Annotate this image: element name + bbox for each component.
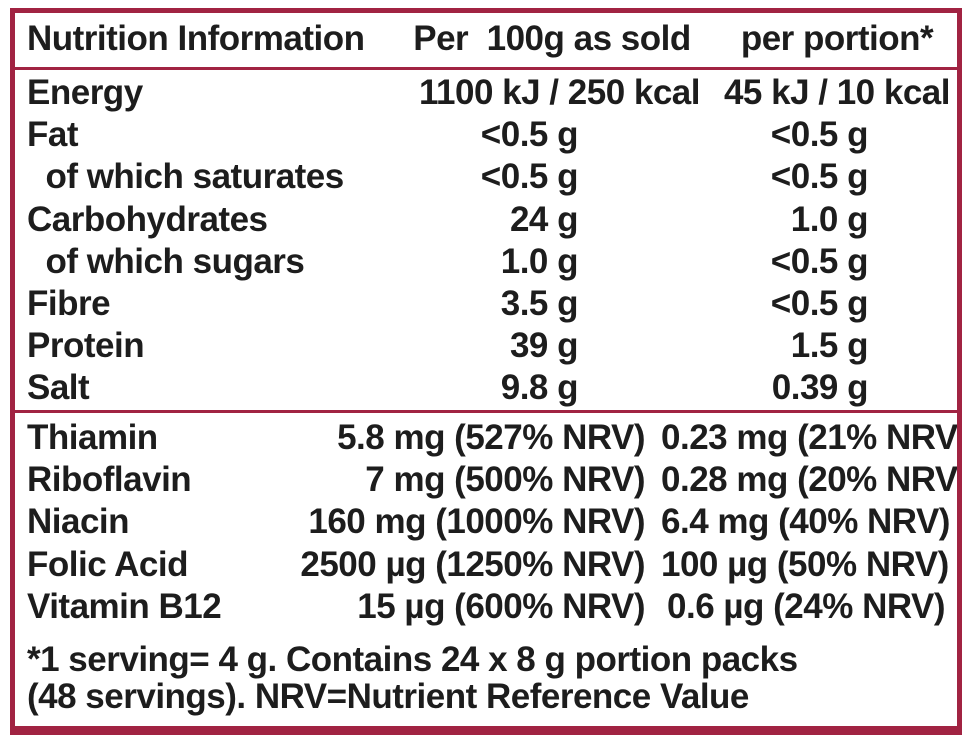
header-per-portion: per portion*	[740, 19, 934, 58]
row-label: Riboflavin	[27, 460, 192, 500]
table-row: Fat <0.5 g <0.5 g	[15, 114, 957, 156]
row-label: Protein	[27, 326, 145, 366]
table-row: Energy 1100 kJ / 250 kcal 45 kJ / 10 kcal	[15, 72, 957, 114]
table-row: Folic Acid 2500 µg (1250% NRV) 100 µg (50%…	[15, 544, 957, 586]
per-portion-value: 6.4 mg (40% NRV)	[661, 502, 950, 542]
row-label: Thiamin	[27, 418, 158, 457]
header-nutrition-information: Nutrition Information	[27, 19, 365, 58]
per-portion-value: 0.23 mg (21% NRV)	[661, 418, 962, 457]
per-portion-value: <0.5 g	[770, 115, 869, 155]
per-100g-value: 15 µg (600% NRV)	[357, 586, 645, 626]
per-100g-value: 3.5 g	[500, 283, 579, 323]
per-portion-value: <0.5 g	[770, 241, 869, 281]
per-100g-value: 9.8 g	[500, 368, 579, 408]
table-row: Carbohydrates 24 g 1.0 g	[15, 199, 957, 241]
per-portion-value: 1.0 g	[790, 199, 869, 239]
per-portion-value: <0.5 g	[770, 157, 869, 197]
footnote-line-1: *1 serving= 4 g. Contains 24 x 8 g porti…	[27, 640, 798, 679]
per-portion-value: 45 kJ / 10 kcal	[723, 73, 951, 112]
row-label: Fibre	[27, 283, 111, 323]
per-100g-value: 160 mg (1000% NRV)	[308, 502, 645, 542]
table-row: Fibre 3.5 g <0.5 g	[15, 283, 957, 325]
per-100g-value: <0.5 g	[480, 157, 579, 197]
row-label: Niacin	[27, 502, 130, 542]
row-label: Vitamin B12	[27, 586, 222, 626]
per-100g-value: 5.8 mg (527% NRV)	[337, 418, 645, 457]
table-row: Salt 9.8 g 0.39 g	[15, 367, 957, 409]
table-header-row: Nutrition Information Per 100g as sold p…	[15, 13, 957, 70]
row-label: Folic Acid	[27, 544, 188, 584]
per-portion-value: 0.6 µg (24% NRV)	[667, 586, 946, 626]
row-label: Energy	[27, 73, 143, 112]
per-portion-value: 100 µg (50% NRV)	[661, 544, 949, 584]
row-label: Salt	[27, 368, 90, 408]
row-label: Fat	[27, 115, 79, 155]
section-divider	[15, 410, 957, 413]
footnote-line-2: (48 servings). NRV=Nutrient Reference Va…	[27, 676, 749, 716]
main-nutrients-section: Energy 1100 kJ / 250 kcal 45 kJ / 10 kcal F…	[15, 70, 957, 410]
header-per-100g: Per 100g as sold	[413, 19, 691, 58]
table-row: Thiamin 5.8 mg (527% NRV) 0.23 mg (21% NRV…	[15, 417, 957, 459]
table-row: of which saturates <0.5 g <0.5 g	[15, 156, 957, 198]
per-portion-value: 0.39 g	[771, 368, 869, 408]
table-row: Niacin 160 mg (1000% NRV) 6.4 mg (40% NRV)	[15, 501, 957, 543]
table-row: of which sugars 1.0 g <0.5 g	[15, 241, 957, 283]
table-row: Riboflavin 7 mg (500% NRV) 0.28 mg (20% NR…	[15, 459, 957, 501]
footnote: *1 serving= 4 g. Contains 24 x 8 g porti…	[15, 630, 957, 726]
row-label: Carbohydrates	[27, 199, 268, 239]
per-portion-value: 1.5 g	[790, 326, 869, 366]
per-100g-value: 2500 µg (1250% NRV)	[300, 544, 645, 584]
per-100g-value: 7 mg (500% NRV)	[365, 460, 645, 500]
per-100g-value: 39 g	[509, 326, 579, 366]
table-row: Vitamin B12 15 µg (600% NRV) 0.6 µg (24% N…	[15, 586, 957, 628]
per-portion-value: 0.28 mg (20% NRV)	[661, 460, 962, 500]
per-100g-value: 24 g	[509, 199, 579, 239]
row-label: of which saturates	[27, 157, 344, 197]
nutrition-table: Nutrition Information Per 100g as sold p…	[10, 8, 962, 735]
per-100g-value: <0.5 g	[480, 115, 579, 155]
per-portion-value: <0.5 g	[770, 283, 869, 323]
vitamins-section: Thiamin 5.8 mg (527% NRV) 0.23 mg (21% NRV…	[15, 413, 957, 630]
table-row: Protein 39 g 1.5 g	[15, 325, 957, 367]
per-100g-value: 1.0 g	[500, 241, 579, 281]
per-100g-value: 1100 kJ / 250 kcal	[419, 73, 701, 112]
row-label: of which sugars	[27, 241, 305, 281]
